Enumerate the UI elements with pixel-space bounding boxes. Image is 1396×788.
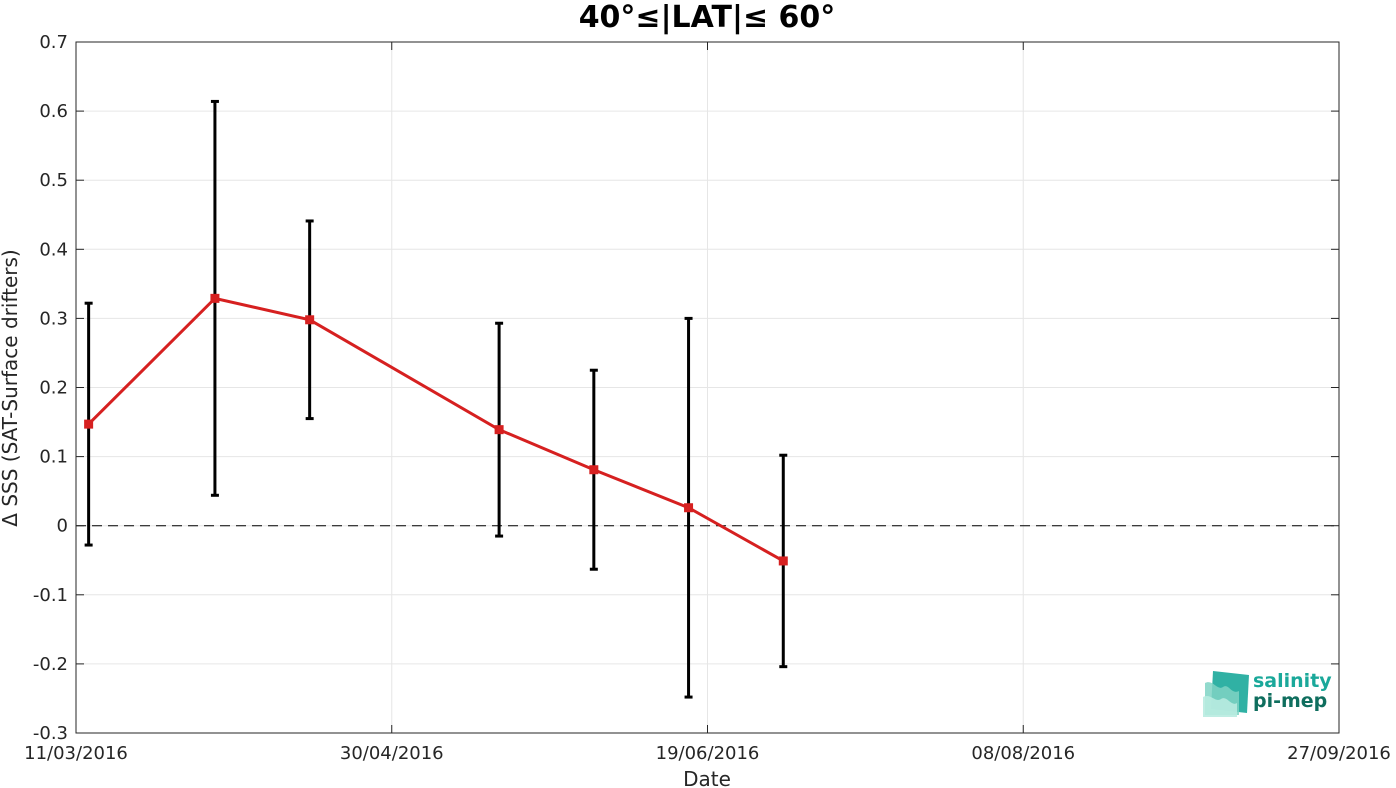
- data-point-marker: [210, 293, 220, 303]
- data-point-marker: [778, 556, 788, 566]
- x-tick-label: 11/03/2016: [24, 743, 128, 764]
- y-tick-labels: -0.3 -0.2 -0.1 0 0.1 0.2 0.3 0.4 0.5 0.6 0.7: [33, 32, 68, 744]
- x-tick-label: 08/08/2016: [971, 743, 1075, 764]
- y-tick-label: -0.3: [33, 723, 68, 744]
- logo-text-salinity: salinity: [1253, 670, 1332, 692]
- y-tick-label: 0: [57, 516, 68, 537]
- error-bars: [84, 99, 788, 699]
- y-tick-label: 0.4: [39, 239, 68, 260]
- grid-lines: [75, 41, 1340, 734]
- data-point-marker: [305, 315, 315, 325]
- axis-ticks: [75, 41, 1340, 734]
- data-point-marker: [84, 419, 94, 429]
- data-point-marker: [684, 503, 694, 513]
- y-tick-label: 0.2: [39, 378, 68, 399]
- x-tick-label: 19/06/2016: [656, 743, 760, 764]
- x-tick-labels: 11/03/2016 30/04/2016 19/06/2016 08/08/2016…: [24, 743, 1391, 764]
- y-tick-label: -0.2: [33, 654, 68, 675]
- y-tick-label: 0.1: [39, 447, 68, 468]
- y-tick-label: -0.1: [33, 585, 68, 606]
- data-point-marker: [589, 465, 599, 475]
- logo-text-pi-mep: pi-mep: [1253, 690, 1327, 712]
- y-tick-label: 0.6: [39, 101, 68, 122]
- data-point-marker: [494, 425, 504, 435]
- y-tick-label: 0.5: [39, 170, 68, 191]
- series-line: [87, 296, 785, 563]
- salinity-pi-mep-logo: salinity pi-mep: [1203, 670, 1332, 717]
- x-tick-label: 27/09/2016: [1287, 743, 1391, 764]
- chart-title: 40°≤|LAT|≤ 60°: [579, 0, 836, 35]
- y-tick-label: 0.7: [39, 32, 68, 53]
- y-tick-label: 0.3: [39, 308, 68, 329]
- x-tick-label: 30/04/2016: [340, 743, 444, 764]
- wave-logo-icon: [1203, 671, 1249, 717]
- x-axis-label: Date: [683, 767, 731, 788]
- data-markers: [84, 293, 788, 566]
- y-axis-label: Δ SSS (SAT-Surface drifters): [0, 249, 22, 526]
